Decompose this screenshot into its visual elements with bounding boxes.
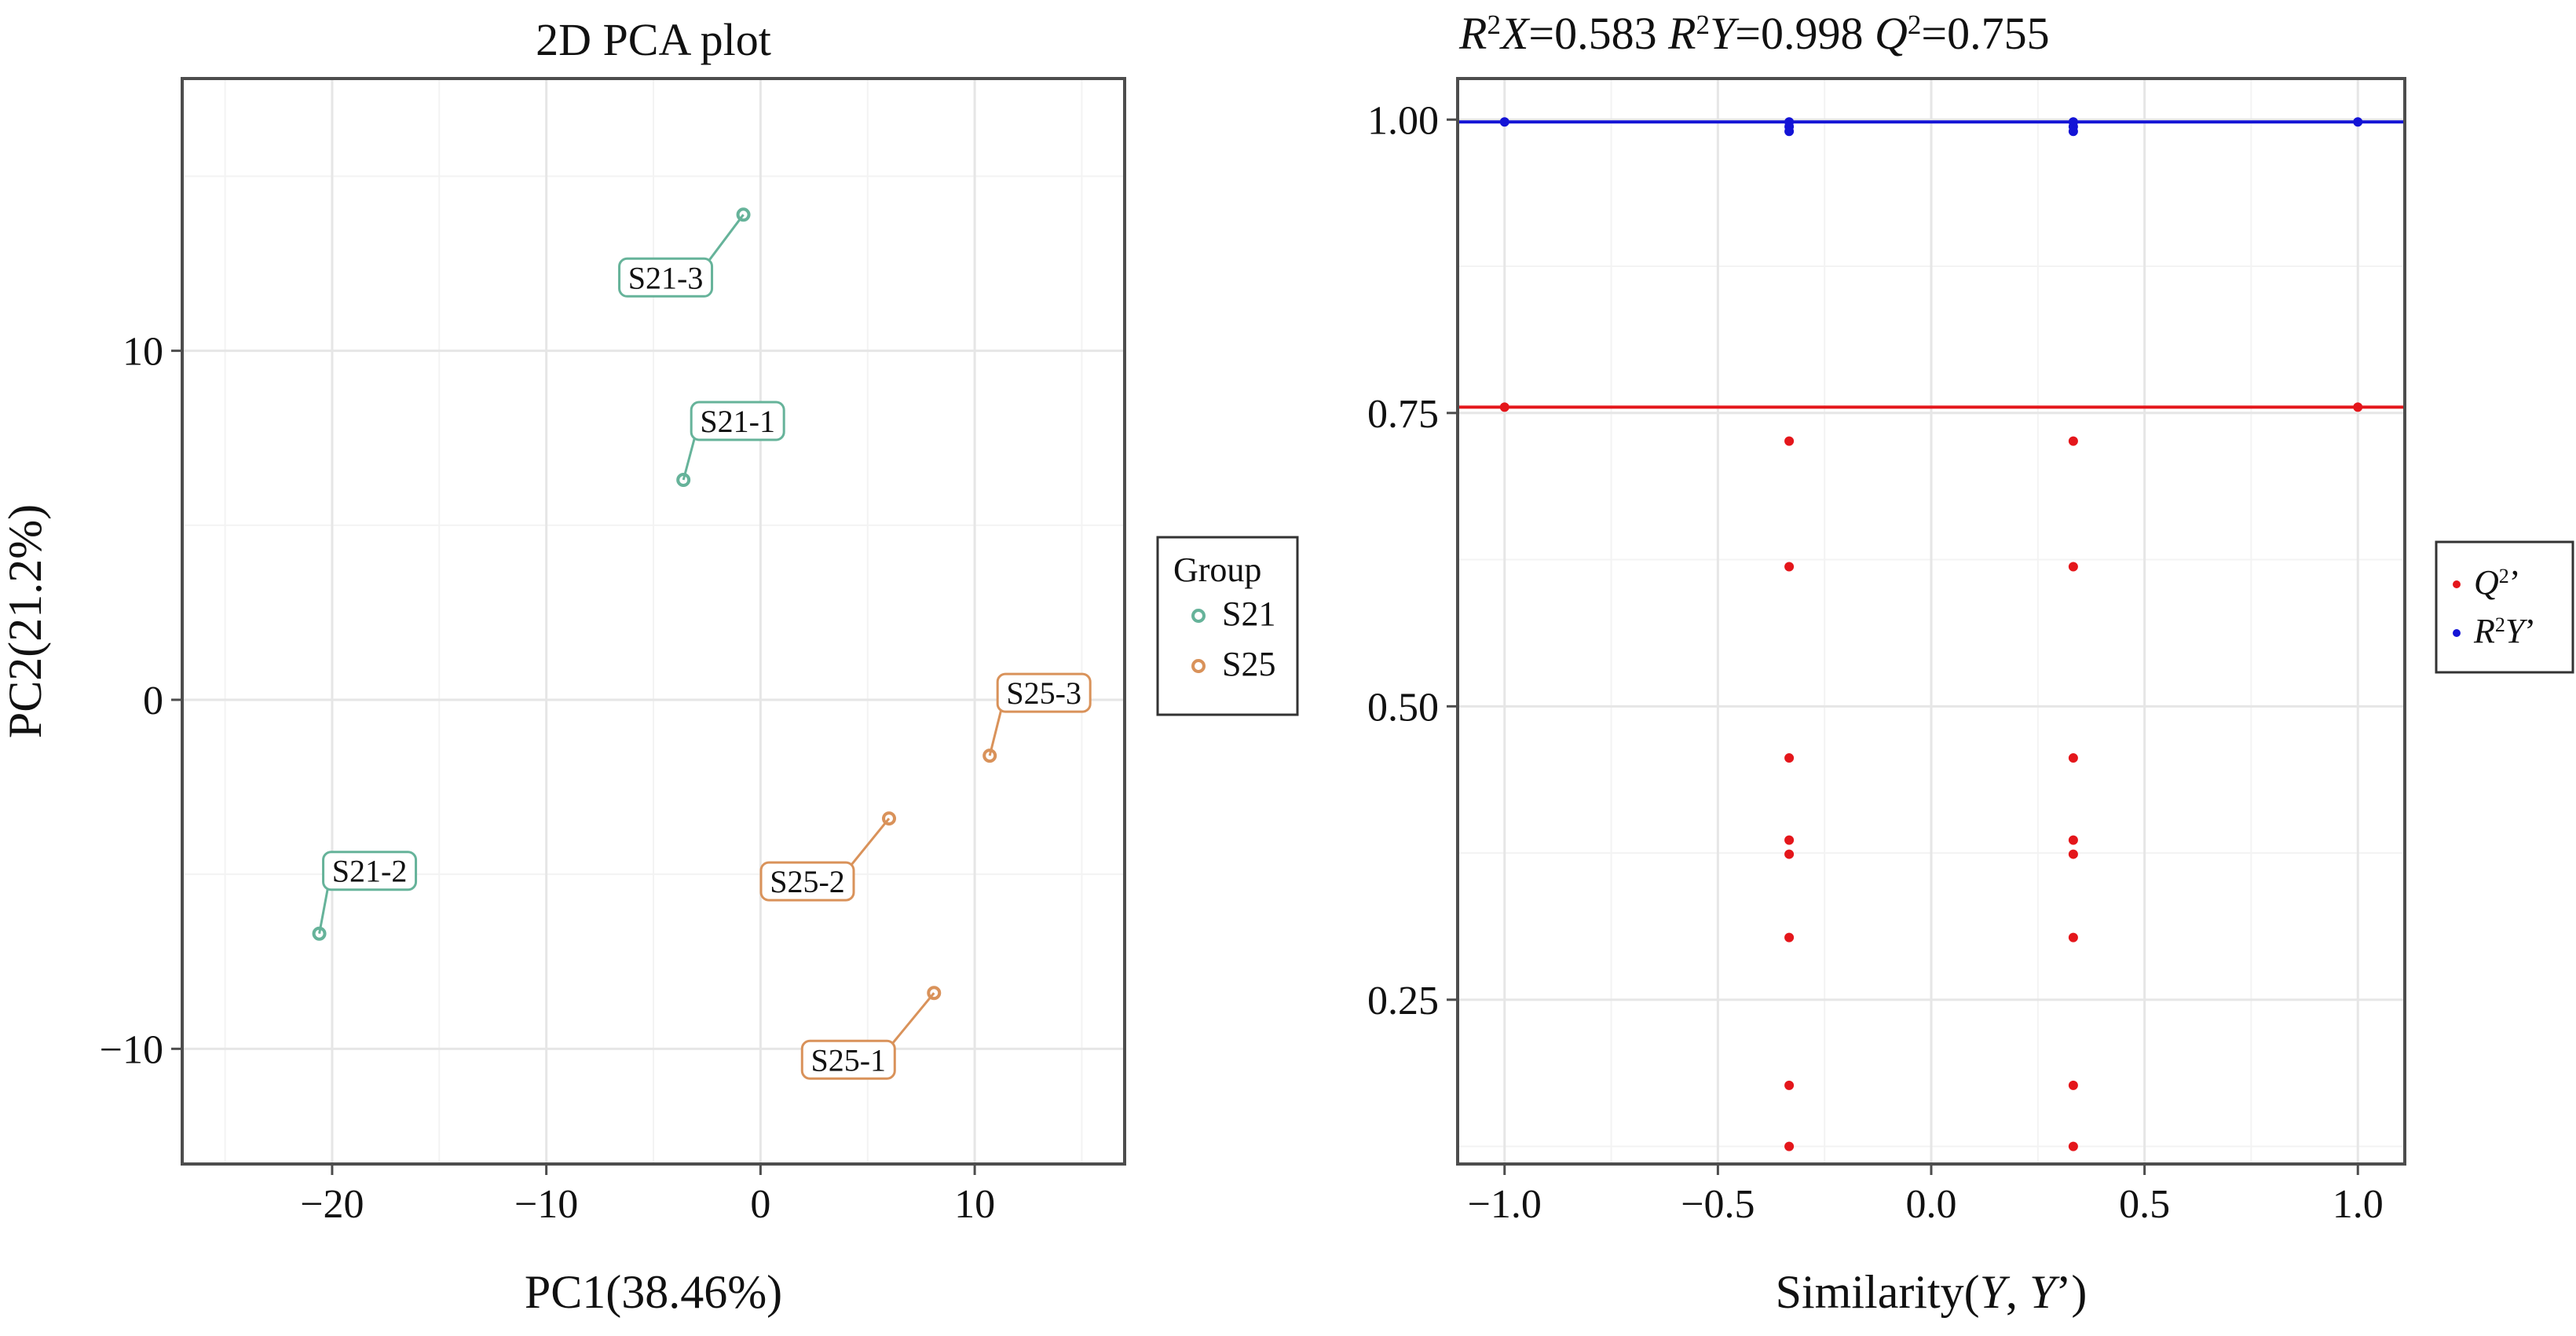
text-fragment: R: [1667, 8, 1696, 59]
y-tick-label: 0.50: [1367, 685, 1439, 730]
legend-label: R2Y’: [2473, 612, 2536, 650]
x-tick-label: −10: [514, 1182, 578, 1227]
q2-data-point: [1784, 835, 1795, 845]
x-axis-title: Similarity(Y, Y’): [1776, 1266, 2088, 1318]
y-tick-label: 0: [143, 679, 163, 723]
q2-data-point: [2068, 562, 2078, 572]
text-fragment: ’: [2509, 563, 2521, 602]
label-box: [759, 861, 855, 902]
text-fragment: =0.755: [1921, 8, 2049, 59]
y-tick-label: 10: [123, 330, 163, 375]
text-fragment: X: [1499, 8, 1531, 59]
q2-data-point: [2068, 932, 2078, 943]
data-point: [736, 207, 751, 222]
q2-data-point: [2068, 436, 2078, 446]
data-point: [312, 926, 327, 941]
text-fragment: Q: [1875, 8, 1908, 59]
text-fragment: Y: [1980, 1266, 2011, 1318]
text-fragment: Y: [1710, 8, 1740, 59]
r2y-data-point: [1499, 117, 1509, 127]
q2-data-point: [1784, 562, 1795, 572]
legend-marker: [2453, 629, 2461, 637]
q2-data-point: [2068, 753, 2078, 763]
legend-marker: [2453, 580, 2461, 588]
text-fragment: =0.583: [1528, 8, 1668, 59]
x-tick-label: −0.5: [1681, 1182, 1755, 1227]
text-fragment: 2: [1908, 9, 1922, 40]
text-fragment: R: [1458, 8, 1487, 59]
point-label: S21-1: [700, 404, 775, 439]
x-tick-label: −1.0: [1468, 1182, 1542, 1227]
legend-box: [2435, 540, 2574, 674]
q2-data-point: [2068, 835, 2078, 845]
text-fragment: ’): [2055, 1266, 2087, 1318]
legend-label: Q2’: [2474, 563, 2520, 602]
q2-data-point: [2068, 1080, 2078, 1090]
text-fragment: Similarity(: [1776, 1266, 1980, 1318]
text-fragment: Y: [2505, 612, 2528, 650]
text-fragment: ’: [2524, 612, 2536, 650]
q2-data-point: [1784, 1141, 1795, 1151]
legend-label: S25: [1222, 645, 1275, 683]
pca-chart: −20 −10 0 10 −10 0 10 2D PCA plot PC1(38.46%) PC2…: [0, 14, 1299, 1318]
q2-data-point: [1784, 849, 1795, 859]
x-tick-label: 0.0: [1906, 1182, 1957, 1227]
x-tick-label: 10: [954, 1182, 995, 1227]
point-label: S25-1: [810, 1042, 886, 1078]
text-fragment: =0.998: [1735, 8, 1875, 59]
permutation-chart: −1.0 −0.5 0.0 0.5 1.00.250.500.751.00R2X=0.5…: [1367, 8, 2574, 1318]
q2-data-point: [1784, 932, 1795, 943]
label-box: [996, 672, 1092, 713]
legend-marker: [1191, 659, 1206, 673]
point-label: S21-2: [332, 854, 408, 889]
x-tick-label: 0: [750, 1182, 770, 1227]
x-tick-label: 0.5: [2119, 1182, 2170, 1227]
point-label: S25-2: [770, 864, 845, 899]
text-fragment: 2: [1696, 9, 1711, 40]
text-fragment: Q: [2474, 563, 2499, 602]
label-box: [690, 401, 785, 441]
point-label: S25-3: [1006, 675, 1081, 711]
point-label: S21-3: [628, 260, 704, 295]
r2y-data-point: [2068, 126, 2078, 137]
y-tick-label: −10: [100, 1027, 163, 1072]
q2-data-point: [1499, 402, 1509, 412]
legend-box: [1156, 536, 1299, 716]
x-tick-label: −20: [300, 1182, 364, 1227]
r2y-data-point: [2353, 117, 2363, 127]
y-tick-label: 1.00: [1367, 98, 1439, 143]
plot-frame: [181, 77, 1126, 1166]
label-box: [322, 851, 418, 891]
legend-label: S21: [1222, 595, 1275, 633]
x-axis-title: PC1(38.46%): [525, 1266, 782, 1318]
y-axis-title: PC2(21.2%): [0, 504, 51, 738]
q2-data-point: [1784, 753, 1795, 763]
q2-data-point: [1784, 436, 1795, 446]
model-stats-title: R2X=0.583 R2Y=0.998 Q2=0.755: [1458, 8, 2050, 59]
data-point: [882, 811, 896, 826]
data-point: [927, 986, 942, 1001]
data-point: [676, 473, 691, 488]
chart-title: 2D PCA plot: [536, 14, 771, 65]
q2-data-point: [1784, 1080, 1795, 1090]
y-tick-label: 0.25: [1367, 979, 1439, 1023]
text-fragment: R: [2473, 612, 2495, 650]
q2-data-point: [2068, 849, 2078, 859]
q2-data-point: [2068, 1141, 2078, 1151]
x-tick-label: 1.0: [2333, 1182, 2384, 1227]
text-fragment: Y: [2029, 1266, 2060, 1318]
legend-title: Group: [1173, 551, 1261, 589]
label-box: [800, 1039, 896, 1080]
r2y-data-point: [1784, 126, 1795, 137]
legend-marker: [1191, 609, 1206, 623]
data-point: [982, 749, 997, 763]
q2-data-point: [2353, 402, 2363, 412]
text-fragment: 2: [2499, 565, 2509, 587]
text-fragment: ,: [2006, 1266, 2029, 1318]
y-tick-label: 0.75: [1367, 392, 1439, 437]
label-box: [618, 257, 714, 298]
text-fragment: 2: [2495, 613, 2505, 636]
text-fragment: 2: [1487, 9, 1501, 40]
